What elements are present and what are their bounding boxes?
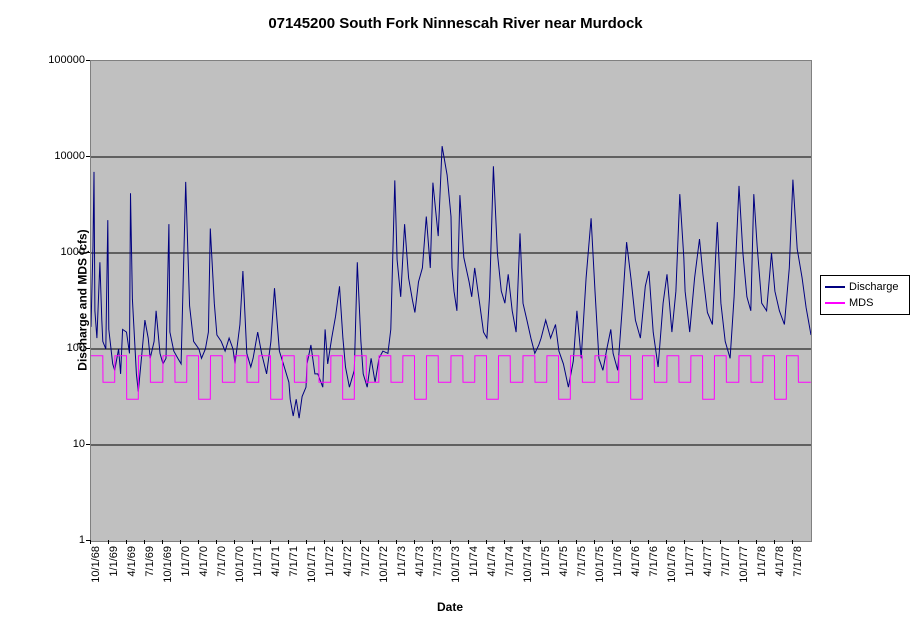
- x-tick-label: 7/1/75: [576, 546, 588, 596]
- plot-area: [90, 60, 812, 542]
- x-tick-label: 1/1/72: [324, 546, 336, 596]
- x-tick-label: 7/1/74: [504, 546, 516, 596]
- x-tick-label: 4/1/74: [486, 546, 498, 596]
- legend-swatch-mds: [825, 302, 845, 304]
- y-tick-label: 1000: [35, 246, 85, 258]
- series-mds: [91, 61, 811, 541]
- x-tick-label: 4/1/76: [630, 546, 642, 596]
- legend-swatch-discharge: [825, 286, 845, 288]
- x-tick-label: 4/1/69: [126, 546, 138, 596]
- x-tick-label: 4/1/70: [198, 546, 210, 596]
- x-tick-label: 1/1/77: [684, 546, 696, 596]
- y-tick-label: 1: [35, 534, 85, 546]
- x-tick-label: 10/1/71: [306, 546, 318, 596]
- x-tick-label: 7/1/76: [648, 546, 660, 596]
- legend-label-discharge: Discharge: [849, 281, 899, 293]
- legend: Discharge MDS: [820, 275, 910, 315]
- x-tick-label: 10/1/69: [162, 546, 174, 596]
- x-tick-label: 4/1/77: [702, 546, 714, 596]
- x-tick-label: 1/1/71: [252, 546, 264, 596]
- x-tick-label: 10/1/68: [90, 546, 102, 596]
- x-tick-label: 7/1/72: [360, 546, 372, 596]
- y-tick-label: 10: [35, 438, 85, 450]
- x-tick-label: 10/1/74: [522, 546, 534, 596]
- x-tick-label: 1/1/76: [612, 546, 624, 596]
- x-tick-label: 4/1/73: [414, 546, 426, 596]
- x-tick-label: 7/1/78: [792, 546, 804, 596]
- x-tick-label: 10/1/77: [738, 546, 750, 596]
- x-tick-label: 7/1/73: [432, 546, 444, 596]
- x-tick-label: 10/1/73: [450, 546, 462, 596]
- x-tick-label: 10/1/75: [594, 546, 606, 596]
- x-tick-label: 10/1/72: [378, 546, 390, 596]
- x-tick-label: 7/1/69: [144, 546, 156, 596]
- chart-title: 07145200 South Fork Ninnescah River near…: [0, 15, 911, 32]
- x-tick-label: 1/1/73: [396, 546, 408, 596]
- legend-item-discharge: Discharge: [825, 279, 905, 295]
- legend-item-mds: MDS: [825, 295, 905, 311]
- y-tick-label: 10000: [35, 150, 85, 162]
- x-tick-label: 1/1/75: [540, 546, 552, 596]
- x-tick-label: 1/1/69: [108, 546, 120, 596]
- x-tick-label: 4/1/75: [558, 546, 570, 596]
- y-tick-label: 100: [35, 342, 85, 354]
- x-tick-label: 4/1/78: [774, 546, 786, 596]
- x-axis-label: Date: [90, 600, 810, 614]
- x-tick-label: 7/1/77: [720, 546, 732, 596]
- x-tick-label: 1/1/74: [468, 546, 480, 596]
- x-tick-label: 7/1/71: [288, 546, 300, 596]
- x-tick-label: 10/1/70: [234, 546, 246, 596]
- x-tick-label: 1/1/70: [180, 546, 192, 596]
- x-tick-label: 4/1/71: [270, 546, 282, 596]
- x-tick-label: 1/1/78: [756, 546, 768, 596]
- x-tick-label: 10/1/76: [666, 546, 678, 596]
- legend-label-mds: MDS: [849, 297, 873, 309]
- x-tick-label: 7/1/70: [216, 546, 228, 596]
- x-tick-label: 4/1/72: [342, 546, 354, 596]
- y-tick-label: 100000: [35, 54, 85, 66]
